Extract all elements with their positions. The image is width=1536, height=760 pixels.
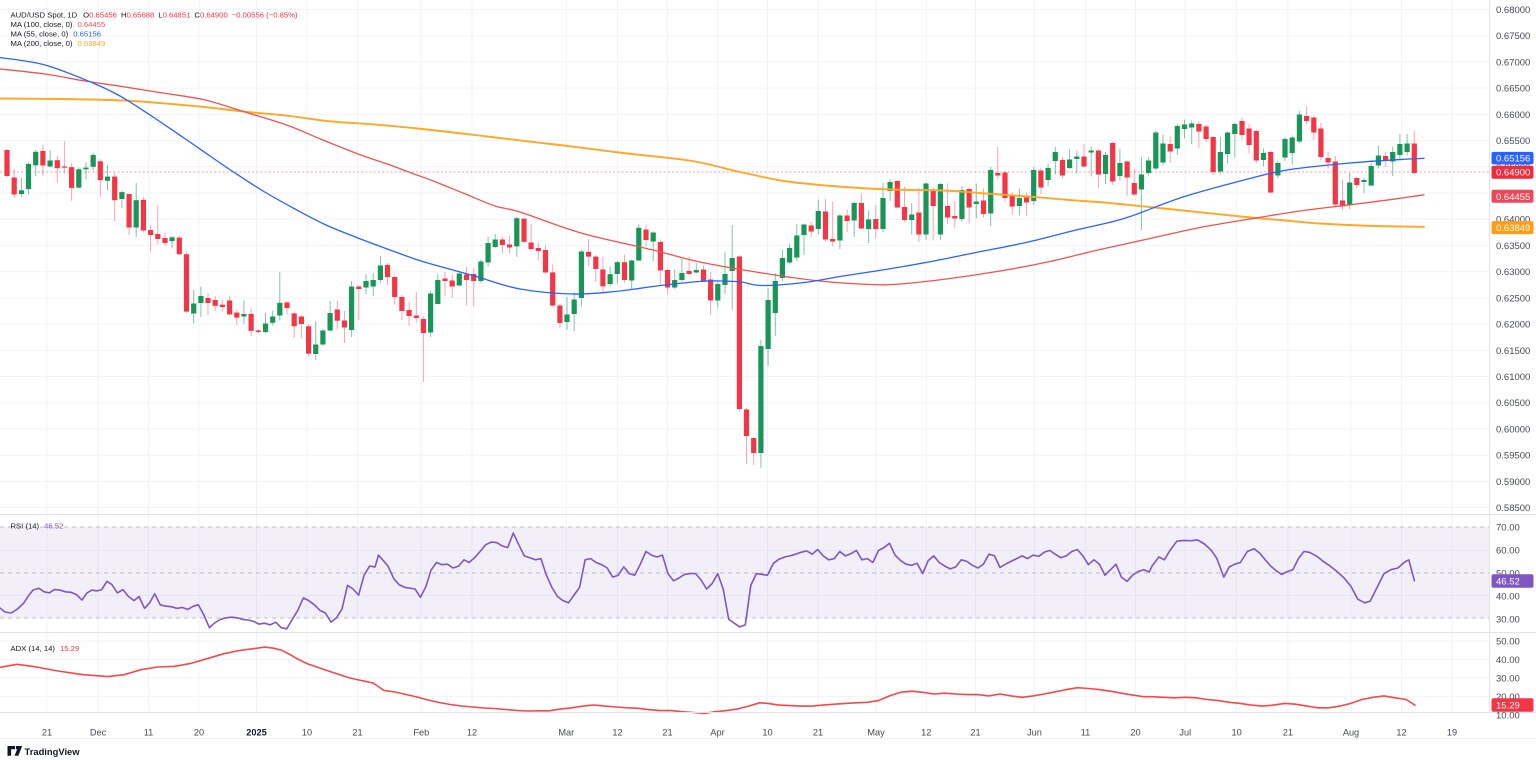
svg-text:12: 12 [612,728,622,738]
svg-text:21: 21 [352,728,362,738]
svg-text:0.63849: 0.63849 [1496,223,1530,234]
svg-text:21: 21 [970,728,980,738]
svg-text:0.60500: 0.60500 [1496,398,1530,409]
svg-text:0.61000: 0.61000 [1496,372,1530,383]
svg-text:0.66000: 0.66000 [1496,110,1530,121]
svg-text:Jul: Jul [1179,728,1191,738]
svg-text:Jun: Jun [1027,728,1042,738]
svg-text:12: 12 [1396,728,1406,738]
svg-text:0.65156: 0.65156 [1496,154,1530,165]
svg-text:10: 10 [302,728,312,738]
svg-text:12: 12 [921,728,931,738]
svg-text:20.00: 20.00 [1496,692,1520,703]
svg-text:50.00: 50.00 [1496,569,1520,580]
svg-text:21: 21 [42,728,52,738]
svg-text:0.61500: 0.61500 [1496,346,1530,357]
svg-text:30.00: 30.00 [1496,615,1520,626]
svg-text:0.62500: 0.62500 [1496,293,1530,304]
svg-text:Dec: Dec [90,728,107,738]
svg-text:21: 21 [662,728,672,738]
svg-text:TradingView: TradingView [25,746,81,757]
svg-text:21: 21 [813,728,823,738]
svg-text:Aug: Aug [1343,728,1359,738]
svg-text:May: May [867,728,885,738]
svg-text:0.62000: 0.62000 [1496,320,1530,331]
svg-text:0.63500: 0.63500 [1496,241,1530,252]
svg-text:46.52: 46.52 [1496,577,1520,588]
svg-text:MA (100, close, 0)0.64455: MA (100, close, 0) 0.64455 [11,20,106,29]
svg-text:0.64900: 0.64900 [1496,168,1530,179]
svg-text:0.60000: 0.60000 [1496,424,1530,435]
svg-text:15.29: 15.29 [1496,701,1520,712]
svg-text:0.67000: 0.67000 [1496,57,1530,68]
svg-text:0.66500: 0.66500 [1496,84,1530,95]
svg-text:RSI (14)46.52: RSI (14) 46.52 [11,522,64,531]
svg-text:40.00: 40.00 [1496,655,1520,666]
svg-text:Feb: Feb [413,728,429,738]
svg-text:21: 21 [1283,728,1293,738]
svg-text:0.59000: 0.59000 [1496,477,1530,488]
svg-text:10.00: 10.00 [1496,710,1520,721]
svg-text:40.00: 40.00 [1496,592,1520,603]
svg-text:0.63000: 0.63000 [1496,267,1530,278]
svg-text:0.65500: 0.65500 [1496,136,1530,147]
svg-text:Apr: Apr [710,728,724,738]
svg-text:20: 20 [1130,728,1140,738]
svg-text:11: 11 [144,728,154,738]
svg-text:20: 20 [194,728,204,738]
svg-text:0.67500: 0.67500 [1496,31,1530,42]
svg-text:0.64455: 0.64455 [1496,192,1530,203]
svg-text:10: 10 [762,728,772,738]
svg-text:Mar: Mar [558,728,574,738]
svg-text:50.00: 50.00 [1496,636,1520,647]
svg-text:10: 10 [1231,728,1241,738]
svg-text:11: 11 [1081,728,1091,738]
svg-text:30.00: 30.00 [1496,673,1520,684]
svg-text:0.68000: 0.68000 [1496,5,1530,16]
svg-text:MA (200, close, 0)0.63849: MA (200, close, 0) 0.63849 [11,39,106,48]
svg-text:0.64000: 0.64000 [1496,215,1530,226]
svg-text:0.59500: 0.59500 [1496,451,1530,462]
svg-text:2025: 2025 [246,728,266,738]
svg-text:19: 19 [1447,728,1457,738]
svg-text:0.58500: 0.58500 [1496,503,1530,514]
svg-text:ADX (14, 14)15.29: ADX (14, 14) 15.29 [11,644,80,653]
svg-text:MA (55, close, 0)0.65156: MA (55, close, 0) 0.65156 [11,30,101,39]
svg-text:60.00: 60.00 [1496,546,1520,557]
svg-text:70.00: 70.00 [1496,523,1520,534]
svg-text:12: 12 [467,728,477,738]
